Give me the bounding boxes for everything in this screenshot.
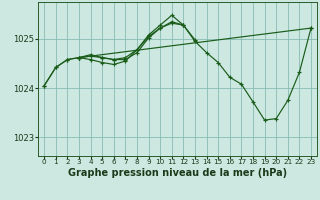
X-axis label: Graphe pression niveau de la mer (hPa): Graphe pression niveau de la mer (hPa): [68, 168, 287, 178]
